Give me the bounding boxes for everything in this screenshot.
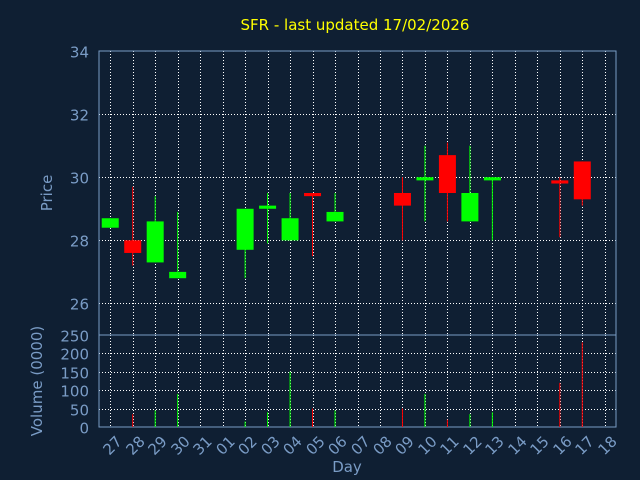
candle-30 <box>169 211 187 279</box>
price-tick-label: 26 <box>70 296 89 314</box>
candle-body <box>326 211 344 222</box>
volume-tick-label: 250 <box>60 328 89 346</box>
candle-09 <box>393 177 411 241</box>
candle-body <box>169 271 187 279</box>
x-tick-label: 18 <box>595 433 621 459</box>
volume-grid <box>99 335 616 427</box>
candle-04 <box>281 193 299 241</box>
price-tick-label: 28 <box>70 233 89 251</box>
candle-body <box>438 155 456 193</box>
candle-body <box>393 193 411 206</box>
price-panel-frame <box>98 50 617 336</box>
candle-02 <box>236 208 254 279</box>
chart-title: SFR - last updated 17/02/2026 <box>241 16 470 34</box>
day-axis-ticks: 2728293031010203040506070809101112131415… <box>100 433 621 459</box>
candle-12 <box>461 145 479 222</box>
candle-body <box>461 193 479 222</box>
candle-28 <box>124 186 142 266</box>
volume-tick-label: 100 <box>60 383 89 401</box>
volume-axis-label: Volume (0000) <box>28 326 46 436</box>
price-axis-ticks: 26 28 30 32 34 <box>70 44 89 314</box>
price-tick-label: 32 <box>70 107 89 125</box>
candles <box>101 142 591 279</box>
candle-body <box>259 205 277 209</box>
candle-29 <box>146 196 164 263</box>
volume-panel-frame <box>98 334 617 428</box>
candle-10 <box>416 145 434 222</box>
candle-27 <box>101 218 119 228</box>
x-axis-label: Day <box>332 458 362 476</box>
candle-body <box>551 180 569 184</box>
volume-bars <box>132 342 583 427</box>
volume-tick-label: 200 <box>60 346 89 364</box>
candle-16 <box>551 177 569 238</box>
price-axis-label: Price <box>38 175 56 212</box>
volume-tick-label: 150 <box>60 365 89 383</box>
price-tick-label: 30 <box>70 170 89 188</box>
candle-body <box>483 177 501 181</box>
candle-body <box>304 193 322 197</box>
candle-17 <box>573 161 591 206</box>
volume-tick-label: 0 <box>79 420 89 438</box>
candle-06 <box>326 193 344 222</box>
candle-body <box>236 208 254 250</box>
candle-body <box>416 177 434 181</box>
volume-tick-label: 50 <box>70 402 89 420</box>
candle-body <box>124 240 142 253</box>
candle-body <box>146 221 164 263</box>
candle-11 <box>438 142 456 222</box>
candle-03 <box>259 193 277 244</box>
candle-13 <box>483 177 501 241</box>
price-grid <box>99 51 616 335</box>
candle-body <box>573 161 591 200</box>
candle-body <box>281 218 299 241</box>
price-tick-label: 34 <box>70 44 89 62</box>
candle-05 <box>304 193 322 257</box>
candle-body <box>101 218 119 228</box>
